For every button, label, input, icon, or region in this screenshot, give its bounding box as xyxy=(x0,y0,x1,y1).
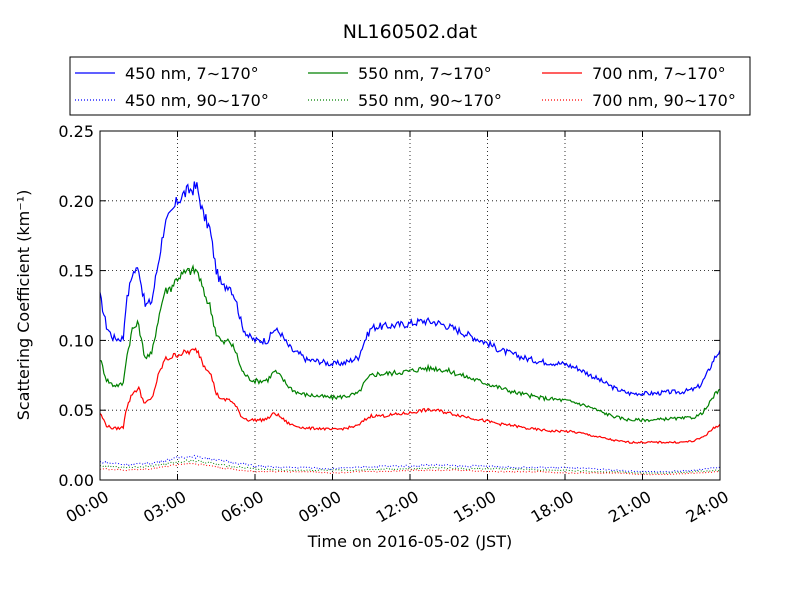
y-tick-label: 0.00 xyxy=(58,471,94,490)
series-line xyxy=(99,459,721,474)
legend-label: 700 nm, 7∼170° xyxy=(592,64,726,83)
y-tick-label: 0.25 xyxy=(58,122,94,141)
chart-title: NL160502.dat xyxy=(343,21,478,43)
legend-label: 700 nm, 90∼170° xyxy=(592,91,736,110)
legend-label: 450 nm, 90∼170° xyxy=(125,91,269,110)
legend-entries: 450 nm, 7∼170° 550 nm, 7∼170° 700 nm, 7∼17… xyxy=(75,64,736,110)
legend: 450 nm, 7∼170° 550 nm, 7∼170° 700 nm, 7∼17… xyxy=(69,56,751,116)
legend-box xyxy=(69,56,751,116)
series-layer xyxy=(99,181,721,476)
series-line xyxy=(100,454,720,473)
y-tick-label: 0.15 xyxy=(58,262,94,281)
legend-label: 550 nm, 7∼170° xyxy=(358,64,492,83)
y-tick-label: 0.10 xyxy=(58,331,94,350)
y-axis-label: Scattering Coefficient (km⁻¹) xyxy=(14,190,33,421)
y-tick-label: 0.05 xyxy=(58,401,94,420)
grid-layer xyxy=(100,131,720,480)
x-axis-label: Time on 2016-05-02 (JST) xyxy=(307,532,512,551)
legend-label: 450 nm, 7∼170° xyxy=(125,64,259,83)
series-line xyxy=(99,264,721,423)
series-line xyxy=(99,347,721,445)
legend-label: 550 nm, 90∼170° xyxy=(358,91,502,110)
y-tick-label: 0.20 xyxy=(58,192,94,211)
series-line xyxy=(99,181,721,397)
